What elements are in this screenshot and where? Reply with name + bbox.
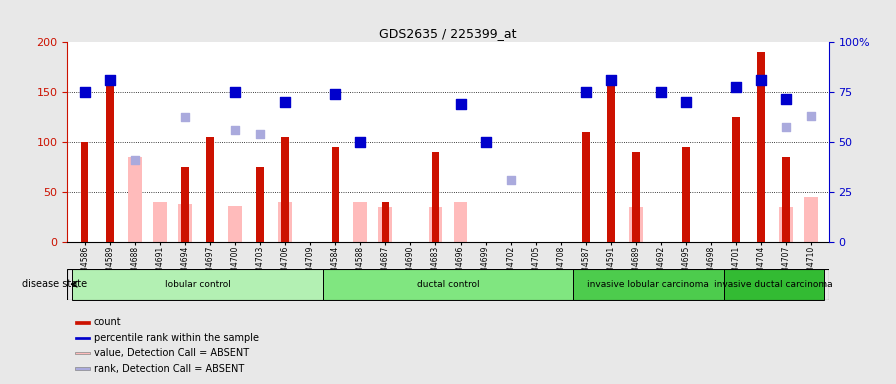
Bar: [629, 207, 642, 242]
Point: [228, 89, 242, 95]
Title: GDS2635 / 225399_at: GDS2635 / 225399_at: [379, 26, 517, 40]
Text: ductal control: ductal control: [417, 280, 479, 289]
Bar: [757, 52, 765, 242]
Point: [127, 157, 142, 163]
Bar: [332, 147, 339, 242]
Bar: [178, 204, 192, 242]
Bar: [732, 117, 740, 242]
Point: [328, 91, 342, 97]
Bar: [453, 202, 468, 242]
Bar: [81, 142, 89, 242]
Bar: [780, 207, 793, 242]
Bar: [281, 137, 289, 242]
Bar: [428, 207, 443, 242]
Text: percentile rank within the sample: percentile rank within the sample: [94, 333, 259, 343]
Point: [177, 114, 192, 120]
Point: [679, 99, 694, 105]
Bar: [153, 202, 167, 242]
FancyBboxPatch shape: [323, 269, 573, 300]
Bar: [256, 167, 263, 242]
Bar: [228, 206, 242, 242]
Text: value, Detection Call = ABSENT: value, Detection Call = ABSENT: [94, 348, 249, 358]
Bar: [279, 202, 292, 242]
Point: [78, 89, 92, 95]
Point: [353, 139, 367, 145]
Point: [504, 177, 518, 183]
Bar: [75, 337, 90, 339]
Point: [804, 113, 818, 119]
Text: invasive ductal carcinoma: invasive ductal carcinoma: [714, 280, 833, 289]
Point: [754, 77, 769, 83]
Text: lobular control: lobular control: [165, 280, 230, 289]
Bar: [432, 152, 439, 242]
Bar: [75, 367, 90, 370]
Bar: [181, 167, 189, 242]
Point: [729, 84, 744, 90]
Point: [779, 96, 793, 102]
Bar: [782, 157, 790, 242]
Bar: [75, 321, 90, 324]
Point: [278, 99, 292, 105]
Point: [453, 101, 468, 107]
Text: invasive lobular carcinoma: invasive lobular carcinoma: [588, 280, 710, 289]
Bar: [382, 202, 389, 242]
Bar: [805, 197, 818, 242]
Text: disease state: disease state: [22, 279, 87, 289]
FancyBboxPatch shape: [724, 269, 823, 300]
Point: [228, 127, 242, 133]
Point: [654, 89, 668, 95]
Bar: [353, 202, 367, 242]
Point: [253, 131, 267, 137]
Bar: [106, 82, 114, 242]
Bar: [75, 352, 90, 354]
Point: [604, 77, 618, 83]
Point: [579, 89, 593, 95]
Bar: [633, 152, 640, 242]
Point: [478, 139, 493, 145]
Bar: [582, 132, 590, 242]
Bar: [682, 147, 690, 242]
Bar: [607, 82, 615, 242]
Bar: [206, 137, 214, 242]
Point: [103, 77, 117, 83]
Point: [478, 139, 493, 145]
Text: rank, Detection Call = ABSENT: rank, Detection Call = ABSENT: [94, 364, 244, 374]
Point: [779, 124, 793, 130]
Bar: [128, 157, 142, 242]
FancyBboxPatch shape: [73, 269, 323, 300]
FancyBboxPatch shape: [573, 269, 724, 300]
Bar: [378, 207, 392, 242]
Text: count: count: [94, 318, 122, 328]
